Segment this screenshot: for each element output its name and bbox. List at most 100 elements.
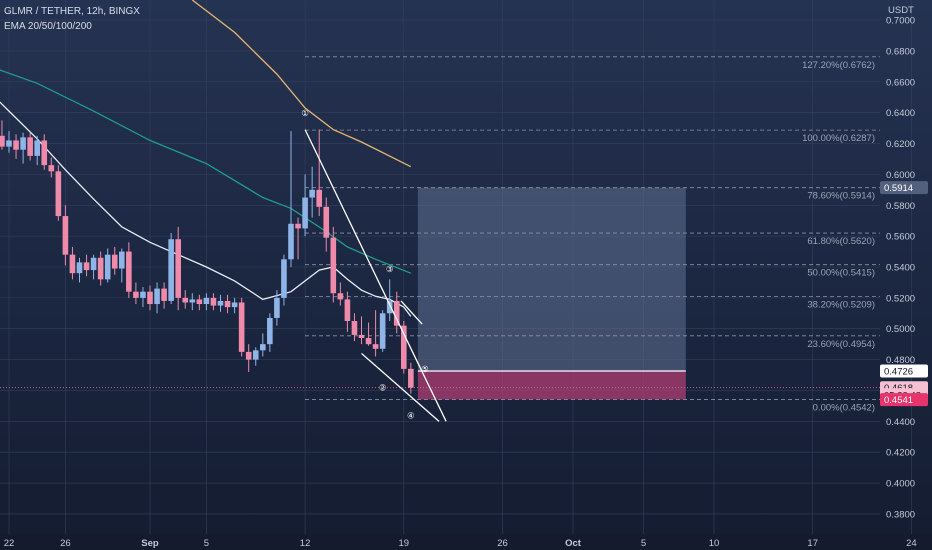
price-tag — [880, 393, 928, 407]
candle-body — [154, 288, 160, 305]
y-tick-label: 0.3800 — [886, 509, 915, 520]
x-tick-label: 26 — [60, 538, 71, 549]
candle-body — [203, 297, 210, 305]
candle-body — [168, 239, 174, 301]
candle-body — [161, 288, 167, 301]
candle-body — [309, 189, 315, 198]
y-tick-label: 0.6600 — [886, 77, 915, 88]
x-tick-label: 26 — [497, 538, 508, 549]
x-tick-label: 12 — [300, 538, 311, 549]
fib-level-label: 61.80%(0.5620) — [807, 236, 875, 247]
price-tag-label: 0.4541 — [884, 395, 913, 406]
wave-label: ① — [301, 108, 309, 118]
ema100-line — [191, 0, 412, 168]
candle-body — [210, 297, 217, 306]
y-tick-label: 0.4800 — [886, 355, 915, 366]
price-tag — [880, 181, 928, 195]
candle-body — [0, 135, 5, 147]
x-tick-label: 19 — [399, 538, 410, 549]
candle-body — [104, 254, 111, 280]
candle-body — [133, 291, 139, 298]
wave-label: ④ — [407, 410, 415, 420]
x-tick-label: 22 — [4, 538, 15, 549]
price-tag-label: 0.5914 — [884, 183, 913, 194]
candle-body — [175, 239, 181, 298]
candle-body — [260, 344, 266, 351]
time-axis — [0, 534, 932, 550]
candle-body — [295, 223, 301, 229]
y-tick-label: 0.4400 — [886, 417, 915, 428]
candle-body — [189, 299, 196, 303]
fib-level-label: 38.20%(0.5209) — [807, 299, 875, 310]
wedge-trendline — [361, 352, 440, 422]
candle-body — [337, 293, 344, 300]
candle-body — [147, 291, 153, 305]
candle-body — [245, 351, 252, 360]
candle-body — [379, 313, 386, 349]
y-tick-label: 0.5400 — [886, 263, 915, 274]
fib-level-label: 23.60%(0.4954) — [807, 339, 875, 350]
candle-body — [393, 300, 400, 326]
indicator-legend[interactable]: EMA 20/50/100/200 — [4, 21, 92, 32]
y-tick-label: 0.6200 — [886, 139, 915, 150]
y-tick-label: 0.5200 — [886, 293, 915, 304]
candle-body — [252, 350, 259, 360]
x-tick-label: Oct — [565, 538, 582, 549]
wedge-trendline — [400, 300, 423, 325]
candle-body — [288, 223, 294, 260]
candle-body — [55, 171, 62, 217]
candle-body — [182, 297, 189, 303]
candle-body — [97, 257, 104, 280]
candle-body — [344, 299, 351, 322]
wave-label: ⑤ — [421, 364, 429, 374]
candle-body — [217, 300, 224, 306]
candle-body — [27, 137, 33, 156]
fib-level-label: 127.20%(0.6762) — [802, 60, 875, 71]
candle-body — [401, 325, 407, 369]
candle-body — [281, 259, 287, 298]
x-tick-label: 5 — [641, 538, 646, 549]
fib-level-label: 0.00%(0.4542) — [813, 402, 875, 413]
y-tick-label: 0.6000 — [886, 170, 915, 181]
wave-label: ② — [379, 383, 387, 393]
candle-body — [231, 302, 238, 308]
ema20-line — [0, 101, 412, 317]
candle-body — [196, 299, 203, 305]
fib-level-label: 78.60%(0.5914) — [807, 191, 875, 202]
y-tick-label: 0.5600 — [886, 232, 915, 243]
candle-body — [69, 254, 76, 274]
symbol-header[interactable]: GLMR / TETHER, 12h, BINGX — [4, 6, 140, 17]
candle-body — [274, 297, 280, 318]
candle-body — [323, 206, 330, 238]
candle-body — [90, 257, 97, 271]
x-tick-label: 24 — [906, 538, 917, 549]
y-tick-label: 0.7000 — [886, 16, 915, 27]
candle-body — [119, 251, 125, 269]
currency-label: USDT — [888, 5, 914, 16]
candle-body — [76, 262, 83, 274]
price-tag — [880, 364, 928, 378]
x-tick-label: Sep — [141, 538, 159, 549]
candle-body — [6, 140, 12, 147]
wedge-trendline — [304, 129, 447, 422]
candle-body — [351, 321, 358, 335]
candle-body — [41, 140, 48, 166]
x-tick-label: 10 — [709, 538, 720, 549]
candle-body — [302, 197, 308, 229]
y-tick-label: 0.4000 — [886, 479, 915, 490]
candle-body — [238, 302, 245, 352]
y-tick-label: 0.6800 — [886, 46, 915, 57]
candle-body — [358, 334, 365, 338]
candle-body — [48, 165, 55, 172]
candle-body — [20, 137, 26, 150]
price-tag-label: 0.4726 — [884, 367, 913, 378]
candle-body — [83, 262, 90, 271]
candle-body — [62, 216, 69, 255]
x-tick-label: 17 — [807, 538, 818, 549]
candle-body — [408, 368, 414, 388]
candle-body — [267, 317, 273, 345]
fib-level-label: 100.00%(0.6287) — [802, 133, 875, 144]
y-tick-label: 0.6400 — [886, 108, 915, 119]
stop-zone — [417, 371, 686, 400]
